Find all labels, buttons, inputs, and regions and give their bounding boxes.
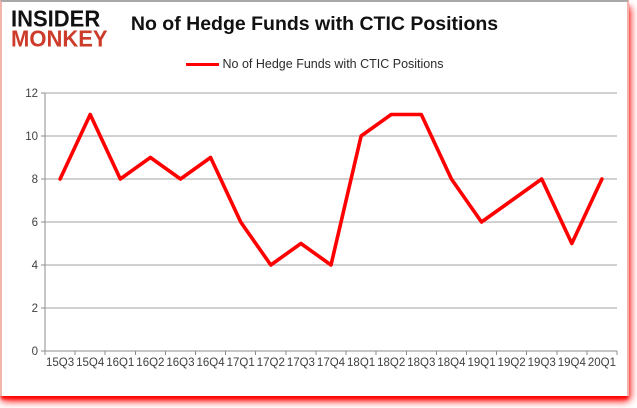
axes xyxy=(41,92,618,355)
x-tick-label: 17Q3 xyxy=(287,357,315,369)
y-tick-label: 12 xyxy=(25,88,38,100)
x-tick-label: 19Q3 xyxy=(528,357,556,369)
logo-insider-text: INSIDER xyxy=(11,5,101,32)
x-tick-label: 18Q2 xyxy=(377,357,405,369)
y-tick-label: 10 xyxy=(25,131,38,143)
y-tick-label: 8 xyxy=(32,174,38,186)
x-tick-label: 15Q3 xyxy=(46,357,74,369)
x-tick-labels: 15Q3 15Q4 16Q1 16Q2 16Q3 16Q4 17Q1 17Q2 17Q3 17Q4… xyxy=(46,357,616,369)
insider-monkey-logo: INSIDER MONKEY xyxy=(11,5,108,52)
x-tick-label: 20Q1 xyxy=(588,357,616,369)
x-tick-label: 16Q1 xyxy=(106,357,134,369)
y-tick-labels: 0 2 4 6 8 10 12 xyxy=(25,88,38,358)
x-tick-label: 19Q2 xyxy=(498,357,526,369)
x-tick-label: 19Q1 xyxy=(467,357,495,369)
y-tick-label: 0 xyxy=(32,346,38,358)
x-tick-label: 17Q4 xyxy=(317,357,346,369)
x-tick-label: 18Q1 xyxy=(347,357,375,369)
gridlines xyxy=(45,92,617,309)
x-tick-label: 17Q1 xyxy=(227,357,255,369)
x-tick-label: 16Q3 xyxy=(166,357,194,369)
x-tick-label: 17Q2 xyxy=(257,357,285,369)
legend-line-swatch xyxy=(185,62,219,66)
y-tick-label: 2 xyxy=(32,303,38,315)
chart-title: No of Hedge Funds with CTIC Positions xyxy=(130,13,499,35)
x-tick-label: 15Q4 xyxy=(76,357,105,369)
x-tick-label: 18Q3 xyxy=(407,357,435,369)
legend-label: No of Hedge Funds with CTIC Positions xyxy=(222,57,444,71)
series-line xyxy=(58,112,604,267)
x-tick-label: 18Q4 xyxy=(437,357,466,369)
logo-monkey-text: MONKEY xyxy=(11,25,108,52)
chart-card: INSIDER MONKEY No of Hedge Funds with CT… xyxy=(0,0,629,396)
x-tick-label: 19Q4 xyxy=(558,357,587,369)
y-tick-label: 6 xyxy=(32,217,38,229)
x-tick-label: 16Q2 xyxy=(136,357,164,369)
x-tick-label: 16Q4 xyxy=(197,357,226,369)
legend: No of Hedge Funds with CTIC Positions xyxy=(185,57,444,71)
y-tick-label: 4 xyxy=(32,260,39,272)
